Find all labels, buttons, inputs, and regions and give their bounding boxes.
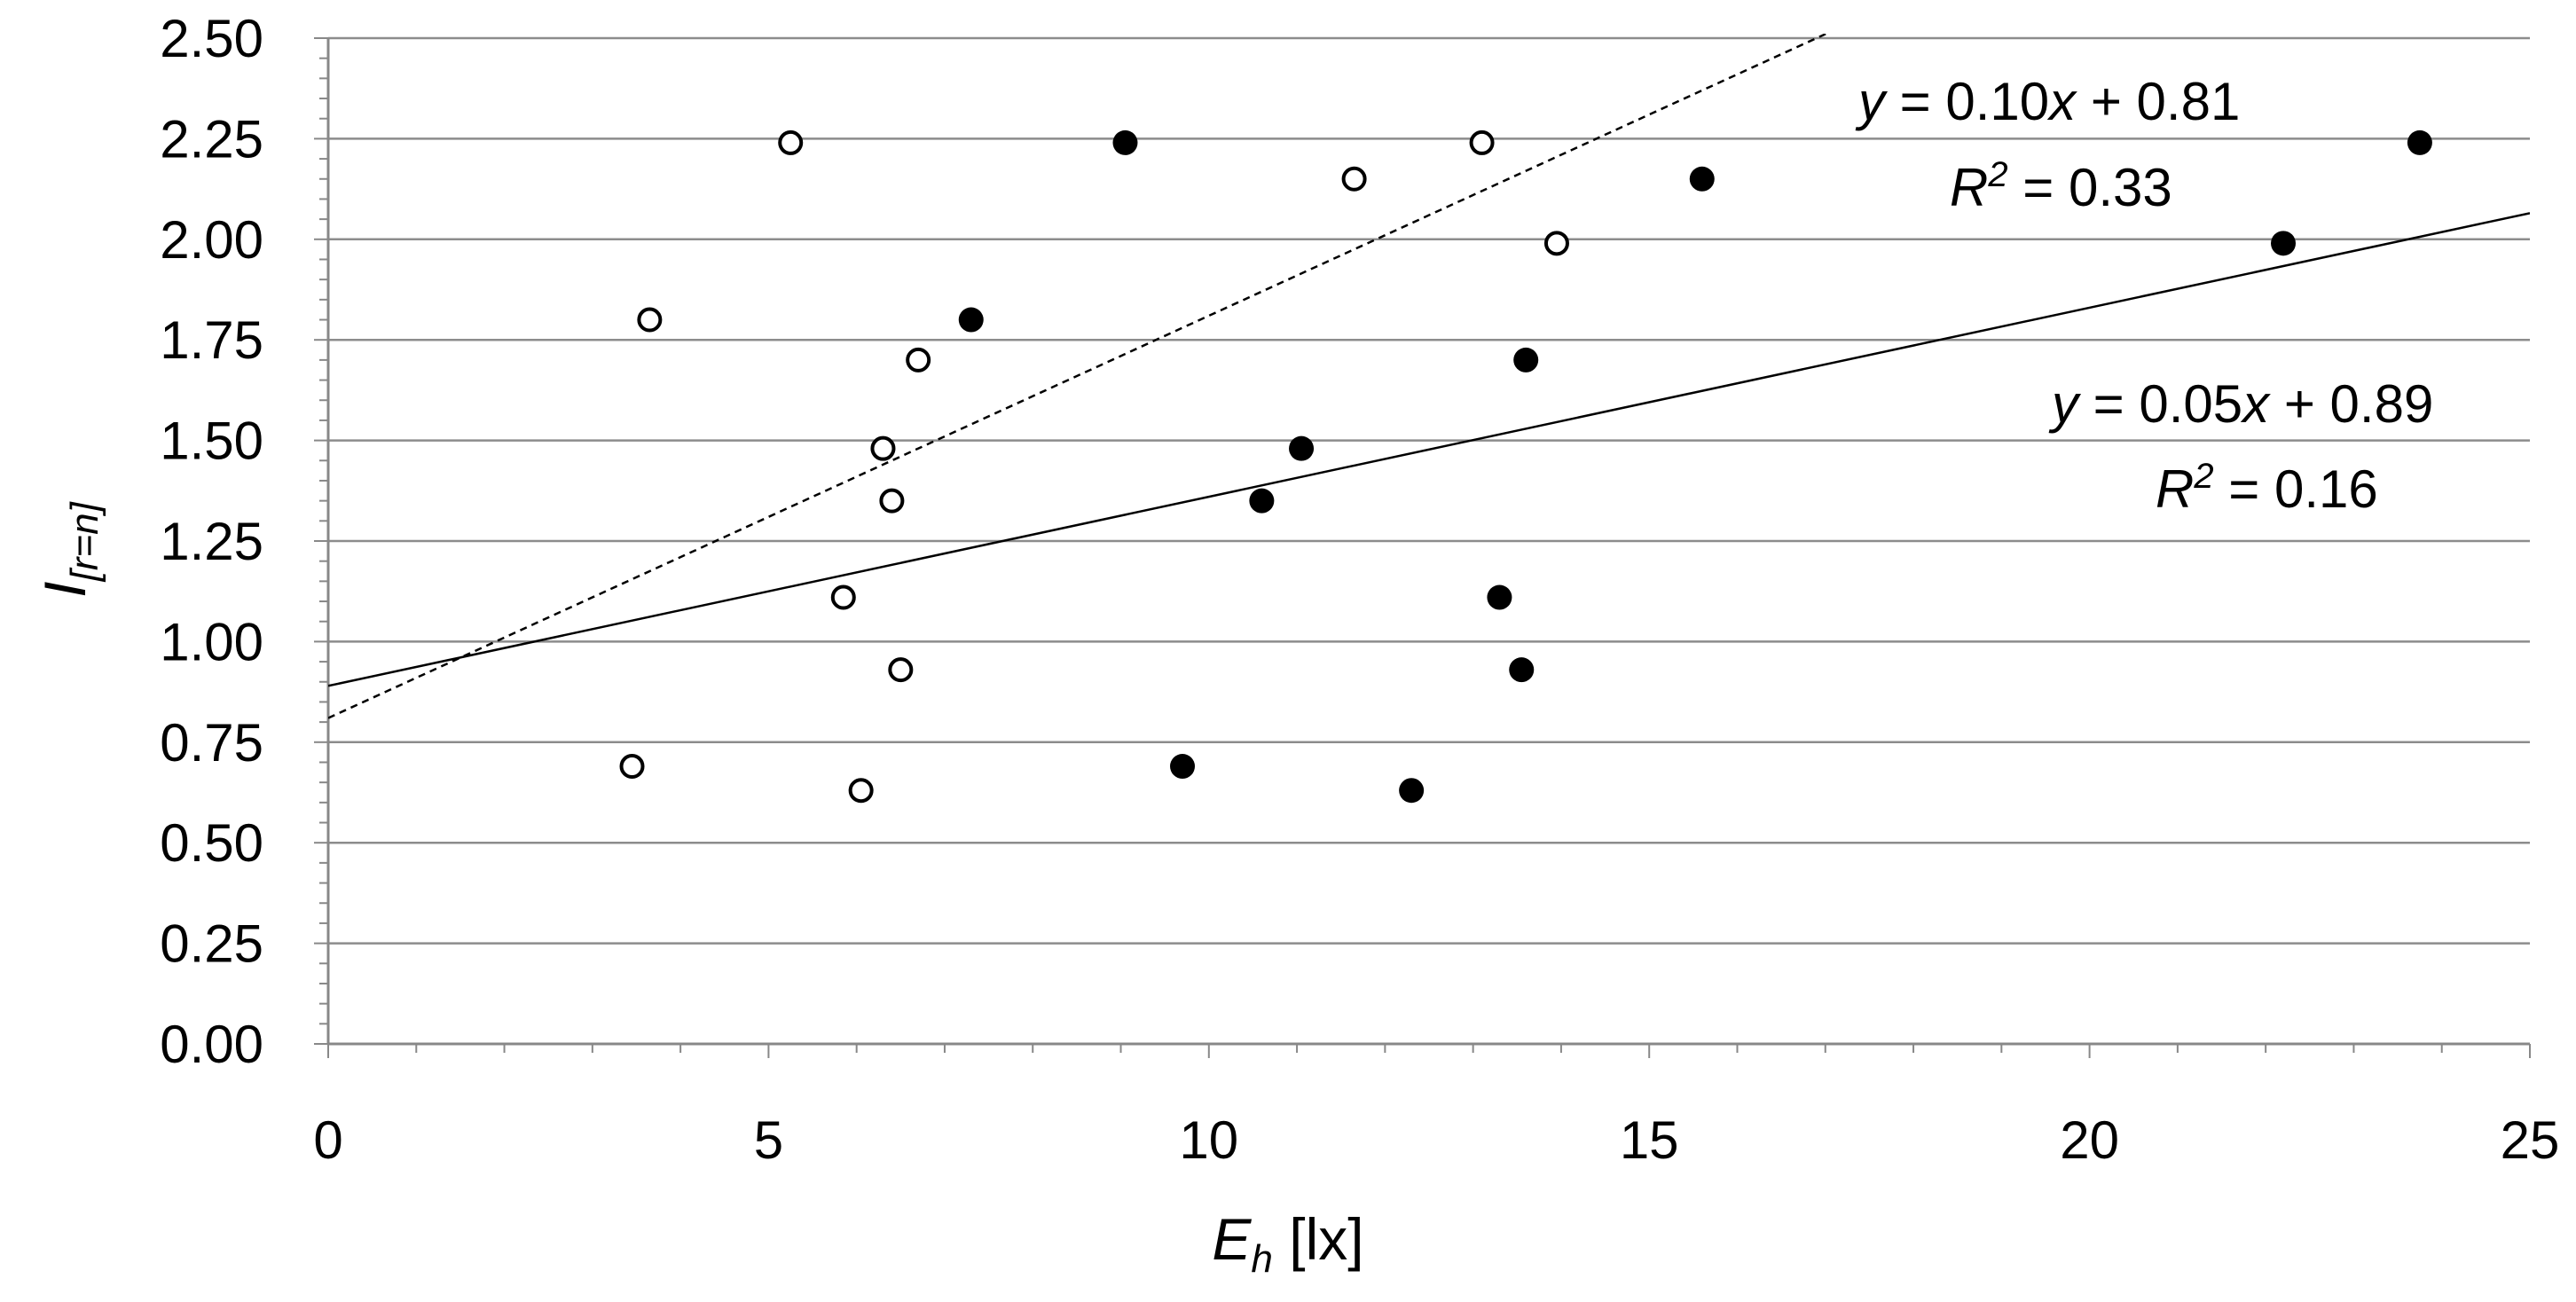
y-tick-label: 0.00 [160,1015,263,1074]
y-tick-label: 1.75 [160,310,263,370]
eq-coef: = 0.05 [2078,374,2242,434]
y-tick-label: 1.00 [160,612,263,671]
eq-coef: = 0.10 [1885,72,2049,131]
x-tick-label: 15 [1620,1110,1679,1170]
filled-point [1487,584,1512,610]
filled-point [1112,129,1138,155]
gridlines [328,36,2530,945]
x-tick-label: 20 [2060,1110,2119,1170]
eq-y-var: y [1855,72,1889,131]
filled-point [1289,435,1315,461]
x-tick-label: 5 [754,1110,783,1170]
data-points [619,129,2432,804]
y-tick-label: 2.00 [160,210,263,270]
y-tick-label: 2.50 [160,9,263,68]
filled-point [1509,657,1535,683]
x-title-main: E [1212,1206,1252,1272]
filled-point [1689,166,1715,192]
eq-x-var: x [2240,374,2271,434]
y-title-main: I [32,581,98,597]
filled-point [1170,754,1196,780]
open-point [888,657,914,683]
y-tick-label: 0.25 [160,914,263,974]
eq-rest: + 0.89 [2269,374,2433,434]
x-tick-label: 10 [1179,1110,1238,1170]
open-point [1543,231,1569,256]
open-point [879,488,905,514]
y-tick-label: 1.25 [160,512,263,571]
open-point [1341,166,1367,192]
x-tick-label: 25 [2501,1110,2560,1170]
x-title-sub: h [1251,1237,1272,1281]
open-point [906,347,931,373]
y-tick-label: 0.75 [160,713,263,773]
y-tick-label: 2.25 [160,109,263,169]
filled-point [2407,129,2432,155]
solid-trendline-r2: R2 = 0.16 [2156,457,2378,519]
x-tick-label: 0 [313,1110,342,1170]
dashed-trendline-equation: y = 0.10x + 0.81 [1855,72,2240,131]
open-point [1469,129,1495,155]
filled-point [2271,231,2297,256]
r2-r: R [2156,459,2194,519]
x-tick-labels: 0 5 10 15 20 25 [313,1110,2559,1170]
r2-sup: 2 [2193,457,2213,496]
eq-y-var: y [2048,374,2082,434]
eq-rest: + 0.81 [2076,72,2240,131]
x-axis-title: Eh [lx] [1212,1206,1363,1281]
y-title-sub: [r=n] [63,500,106,582]
r2-sup: 2 [1987,155,2007,194]
eq-x-var: x [2046,72,2077,131]
y-axis-title: I[r=n] [32,500,106,597]
filled-point [1513,347,1539,373]
y-tick-label: 1.50 [160,412,263,471]
y-tick-labels: 0.00 0.25 0.50 0.75 1.00 1.25 1.50 1.75 2.00 2.25… [160,9,263,1074]
open-point [848,778,874,804]
open-point [637,307,663,333]
open-point [619,754,645,780]
filled-point [1399,778,1425,804]
filled-point [1249,488,1275,514]
y-tick-label: 0.50 [160,813,263,873]
r2-rest: = 0.33 [2008,158,2172,217]
open-point [870,435,896,461]
solid-trendline-equation: y = 0.05x + 0.89 [2048,374,2433,434]
open-point [830,584,856,610]
filled-point [958,307,984,333]
r2-r: R [1950,158,1988,217]
dashed-trendline [328,34,1829,719]
x-title-unit: [lx] [1273,1206,1364,1272]
minor-ticks [314,37,2531,1058]
dashed-trendline-r2: R2 = 0.33 [1950,155,2172,217]
open-point [778,129,804,155]
trendlines [328,34,2530,719]
r2-rest: = 0.16 [2214,459,2378,519]
solid-trendline [328,212,2530,687]
